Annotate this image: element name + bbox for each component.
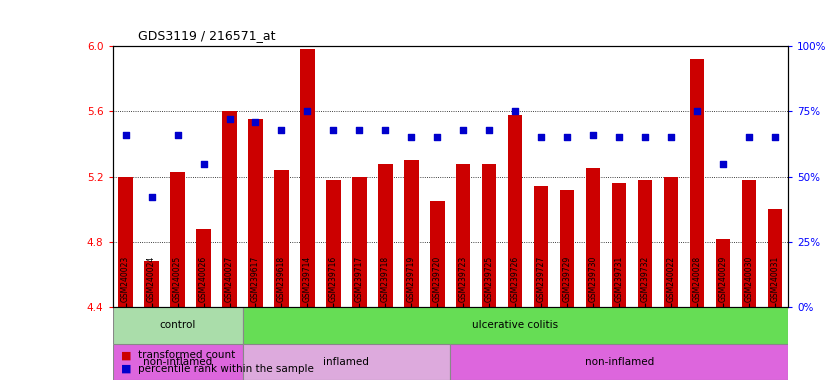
Bar: [170, 172, 184, 307]
Bar: [113, 307, 243, 344]
Point: [665, 134, 678, 141]
Bar: [534, 186, 549, 307]
Bar: [425, 307, 450, 344]
Bar: [508, 114, 522, 307]
Point: [716, 161, 730, 167]
Bar: [217, 307, 243, 344]
Bar: [138, 307, 164, 344]
Bar: [326, 180, 340, 307]
Bar: [294, 307, 320, 344]
Bar: [113, 307, 138, 344]
Bar: [684, 307, 711, 344]
Bar: [274, 170, 289, 307]
Bar: [399, 307, 425, 344]
Bar: [320, 307, 346, 344]
Bar: [113, 344, 243, 380]
Bar: [223, 111, 237, 307]
Bar: [690, 59, 705, 307]
Bar: [612, 183, 626, 307]
Text: non-inflamed: non-inflamed: [143, 357, 212, 367]
Point: [430, 134, 444, 141]
Bar: [711, 307, 736, 344]
Bar: [243, 307, 269, 344]
Text: GDS3119 / 216571_at: GDS3119 / 216571_at: [138, 29, 275, 42]
Point: [612, 134, 626, 141]
Bar: [164, 307, 190, 344]
Point: [535, 134, 548, 141]
Bar: [664, 177, 678, 307]
Bar: [430, 201, 445, 307]
Bar: [606, 307, 632, 344]
Point: [301, 108, 314, 114]
Bar: [658, 307, 684, 344]
Bar: [379, 164, 393, 307]
Bar: [768, 209, 782, 307]
Bar: [762, 307, 788, 344]
Point: [145, 194, 158, 200]
Bar: [502, 307, 528, 344]
Point: [353, 126, 366, 132]
Bar: [742, 180, 756, 307]
Bar: [249, 119, 263, 307]
Point: [404, 134, 418, 141]
Bar: [300, 49, 314, 307]
Bar: [346, 307, 373, 344]
Text: transformed count: transformed count: [138, 350, 235, 360]
Point: [249, 119, 262, 125]
Point: [379, 126, 392, 132]
Point: [639, 134, 652, 141]
Bar: [456, 164, 470, 307]
Bar: [404, 160, 419, 307]
Point: [560, 134, 574, 141]
Point: [119, 132, 133, 138]
Bar: [373, 307, 399, 344]
Point: [457, 126, 470, 132]
Point: [275, 126, 289, 132]
Text: non-inflamed: non-inflamed: [585, 357, 654, 367]
Bar: [269, 307, 294, 344]
Bar: [716, 238, 731, 307]
Text: percentile rank within the sample: percentile rank within the sample: [138, 364, 314, 374]
Point: [327, 126, 340, 132]
Point: [691, 108, 704, 114]
Text: control: control: [159, 320, 196, 330]
Bar: [632, 307, 658, 344]
Point: [483, 126, 496, 132]
Bar: [736, 307, 762, 344]
Bar: [476, 307, 502, 344]
Bar: [352, 177, 367, 307]
Bar: [586, 169, 600, 307]
Point: [586, 132, 600, 138]
Bar: [482, 164, 496, 307]
Point: [509, 108, 522, 114]
Bar: [528, 307, 555, 344]
Bar: [196, 229, 211, 307]
Text: inflamed: inflamed: [324, 357, 369, 367]
Point: [223, 116, 236, 122]
Point: [742, 134, 756, 141]
Text: ■: ■: [121, 350, 132, 360]
Bar: [144, 262, 158, 307]
Bar: [555, 307, 580, 344]
Point: [171, 132, 184, 138]
Text: ■: ■: [121, 364, 132, 374]
Bar: [450, 344, 788, 380]
Text: ulcerative colitis: ulcerative colitis: [472, 320, 559, 330]
Bar: [638, 180, 652, 307]
Bar: [580, 307, 606, 344]
Point: [768, 134, 781, 141]
Point: [197, 161, 210, 167]
Bar: [190, 307, 217, 344]
Bar: [118, 177, 133, 307]
Bar: [243, 344, 450, 380]
Bar: [560, 190, 575, 307]
Bar: [243, 307, 788, 344]
Bar: [450, 307, 476, 344]
